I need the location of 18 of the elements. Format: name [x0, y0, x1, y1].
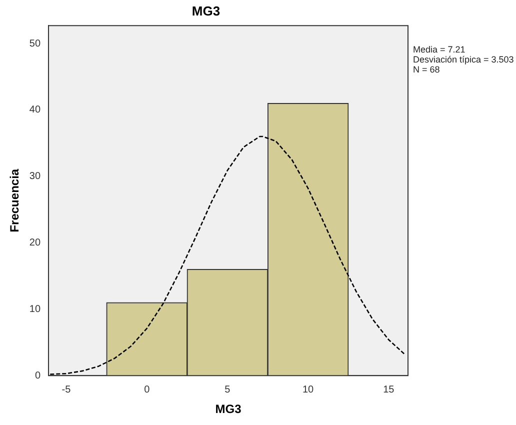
y-tick-label: 20: [29, 238, 41, 249]
y-tick-label: 10: [29, 304, 41, 315]
x-tick-label: -5: [62, 384, 72, 396]
y-axis-title: Frecuencia: [8, 168, 22, 232]
chart-title: MG3: [192, 3, 220, 18]
text: Desviación típica = 3.503: [413, 54, 514, 65]
text: Media = 7.21: [413, 44, 466, 55]
y-tick-label: 30: [29, 171, 41, 182]
x-tick-label: 10: [302, 384, 314, 396]
x-axis-title: MG3: [215, 402, 242, 416]
y-tick-label: 50: [29, 38, 41, 50]
x-tick-label: 0: [144, 384, 150, 396]
x-tick-label: 15: [383, 384, 395, 396]
line-series: [49, 136, 406, 375]
text: N = 68: [413, 64, 440, 75]
x-tick-label: 5: [224, 384, 231, 396]
y-tick-label: 0: [34, 370, 41, 382]
y-tick-label: 40: [29, 104, 41, 116]
